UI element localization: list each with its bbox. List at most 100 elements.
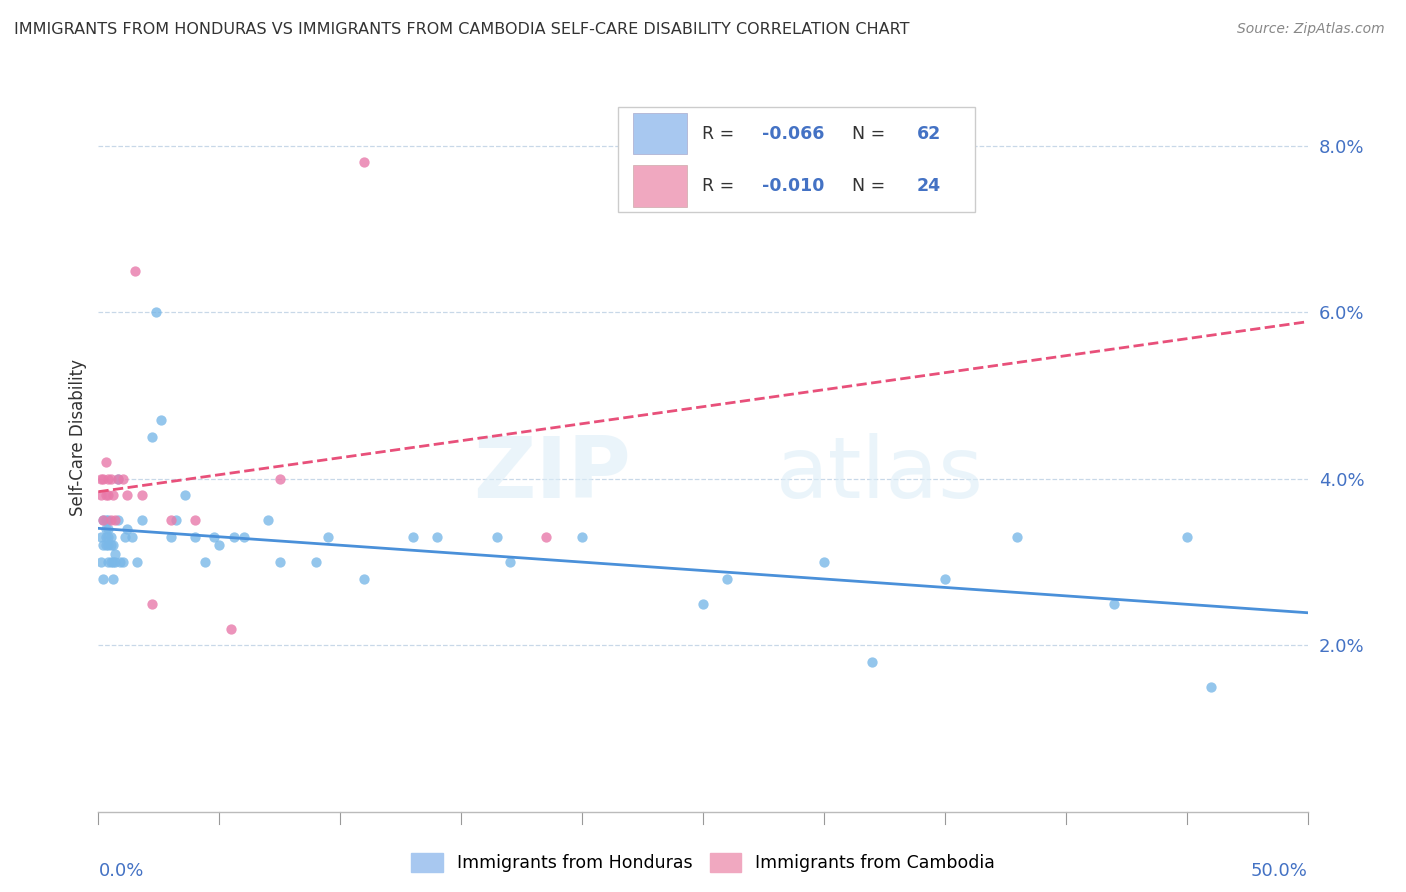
Point [108,555,131,569]
Point [94,488,117,502]
Point [91,513,114,527]
Point [101,538,124,552]
Point [174,488,197,502]
Text: 24: 24 [917,178,941,195]
Text: -0.010: -0.010 [762,178,825,195]
Point [90,472,112,486]
Point [101,555,124,569]
Point [353,155,375,169]
Point [571,530,593,544]
Point [94,522,117,536]
Point [107,472,129,486]
Text: -0.066: -0.066 [762,125,825,143]
Point [94,455,117,469]
Point [94,513,117,527]
Point [94,530,117,544]
Point [104,513,127,527]
Point [101,572,124,586]
Point [221,622,243,636]
Point [127,555,149,569]
Text: Source: ZipAtlas.com: Source: ZipAtlas.com [1237,22,1385,37]
Point [534,530,557,544]
Point [104,555,127,569]
Point [141,597,163,611]
Text: N =: N = [841,125,890,143]
Point [97,472,120,486]
Point [100,555,122,569]
Point [716,572,738,586]
Point [353,572,375,586]
Point [117,522,139,536]
Point [1175,530,1198,544]
Text: 50.0%: 50.0% [1251,862,1308,880]
Point [813,555,835,569]
Point [498,555,520,569]
Point [100,538,122,552]
Point [107,472,129,486]
FancyBboxPatch shape [633,165,688,207]
Point [269,472,291,486]
Point [104,547,127,561]
Point [97,488,120,502]
Point [91,513,114,527]
Point [91,472,114,486]
Point [160,530,183,544]
Text: IMMIGRANTS FROM HONDURAS VS IMMIGRANTS FROM CAMBODIA SELF-CARE DISABILITY CORREL: IMMIGRANTS FROM HONDURAS VS IMMIGRANTS F… [14,22,910,37]
Point [316,530,339,544]
Point [305,555,328,569]
Text: R =: R = [702,178,740,195]
Point [1199,680,1222,694]
Point [145,305,167,319]
Text: 62: 62 [917,125,941,143]
Point [100,513,122,527]
Legend: Immigrants from Honduras, Immigrants from Cambodia: Immigrants from Honduras, Immigrants fro… [405,846,1001,879]
Point [150,413,173,427]
Point [165,513,187,527]
Point [934,572,956,586]
FancyBboxPatch shape [619,107,976,212]
Text: atlas: atlas [776,433,984,516]
Point [208,538,231,552]
Point [232,530,254,544]
Text: R =: R = [702,125,740,143]
Point [91,572,114,586]
Point [131,488,153,502]
Text: 0.0%: 0.0% [98,862,143,880]
Point [194,555,217,569]
Point [269,555,291,569]
Point [204,530,226,544]
Point [184,530,207,544]
Text: ZIP: ZIP [472,433,630,516]
Point [90,488,112,502]
Point [97,555,120,569]
Point [860,655,883,669]
Text: N =: N = [841,178,890,195]
Point [184,513,207,527]
Point [111,555,134,569]
Point [222,530,245,544]
Point [91,538,114,552]
Point [97,522,120,536]
Point [111,472,134,486]
Point [100,472,122,486]
Point [256,513,278,527]
Point [160,513,183,527]
Point [121,530,143,544]
Y-axis label: Self-Care Disability: Self-Care Disability [69,359,87,516]
Point [97,530,120,544]
Point [97,513,120,527]
Point [692,597,714,611]
Point [1007,530,1029,544]
Point [486,530,509,544]
Point [107,513,129,527]
Point [101,488,124,502]
Point [117,488,139,502]
Point [90,530,112,544]
Point [100,530,122,544]
Point [1102,597,1125,611]
Point [90,555,112,569]
Point [114,530,136,544]
Point [94,538,117,552]
Point [141,430,163,444]
FancyBboxPatch shape [633,113,688,154]
